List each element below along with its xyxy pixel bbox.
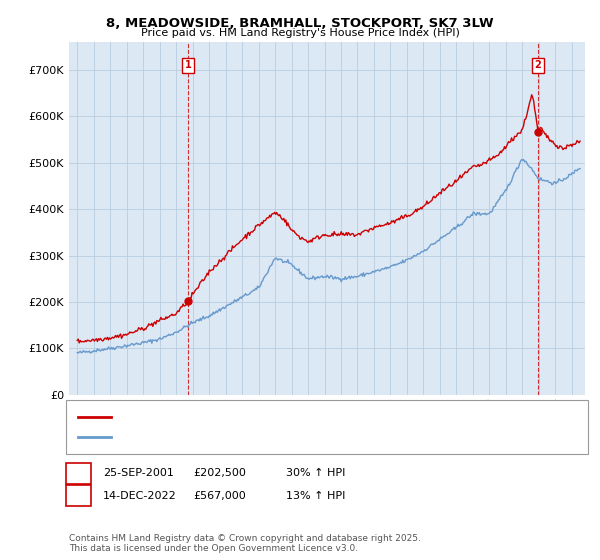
Text: £202,500: £202,500 <box>193 468 246 478</box>
Text: 1: 1 <box>185 60 191 70</box>
Text: 30% ↑ HPI: 30% ↑ HPI <box>286 468 346 478</box>
Text: 14-DEC-2022: 14-DEC-2022 <box>103 491 177 501</box>
Text: Price paid vs. HM Land Registry's House Price Index (HPI): Price paid vs. HM Land Registry's House … <box>140 28 460 38</box>
Text: HPI: Average price, detached house, Stockport: HPI: Average price, detached house, Stoc… <box>117 432 361 442</box>
Text: 2: 2 <box>75 491 82 501</box>
Text: £567,000: £567,000 <box>193 491 246 501</box>
Text: 2: 2 <box>535 60 541 70</box>
Text: 8, MEADOWSIDE, BRAMHALL, STOCKPORT, SK7 3LW (detached house): 8, MEADOWSIDE, BRAMHALL, STOCKPORT, SK7 … <box>117 413 482 422</box>
Text: Contains HM Land Registry data © Crown copyright and database right 2025.
This d: Contains HM Land Registry data © Crown c… <box>69 534 421 553</box>
Text: 13% ↑ HPI: 13% ↑ HPI <box>286 491 346 501</box>
Text: 1: 1 <box>75 468 82 478</box>
Text: 25-SEP-2001: 25-SEP-2001 <box>103 468 174 478</box>
Text: 8, MEADOWSIDE, BRAMHALL, STOCKPORT, SK7 3LW: 8, MEADOWSIDE, BRAMHALL, STOCKPORT, SK7 … <box>106 17 494 30</box>
